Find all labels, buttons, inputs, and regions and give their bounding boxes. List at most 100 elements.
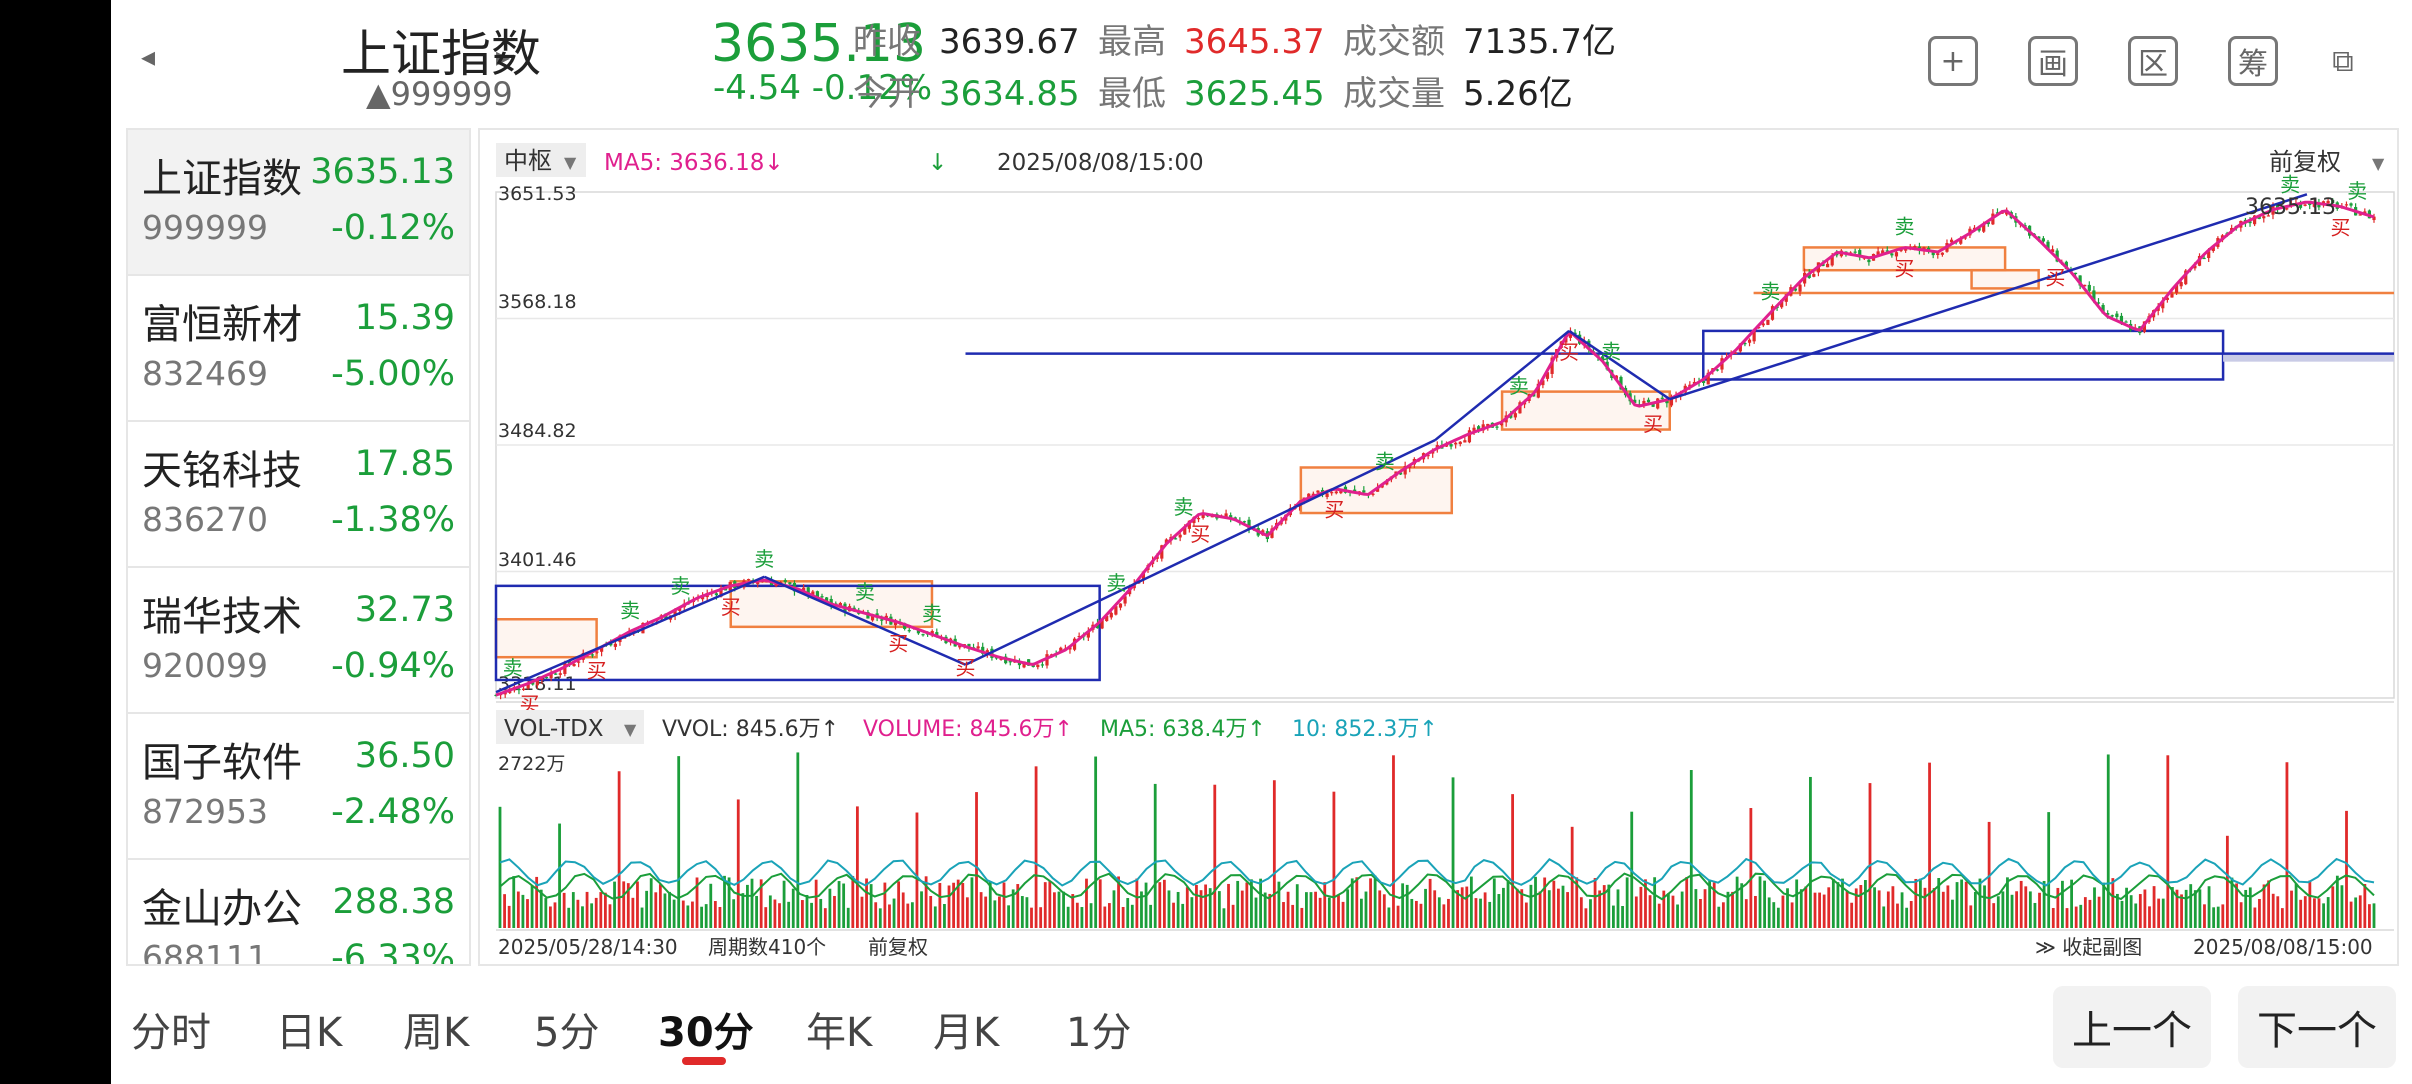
sell-mark: 卖 [922, 601, 942, 625]
volume-bar [1199, 890, 1203, 928]
candle-body [1757, 326, 1761, 329]
candle-body [2344, 204, 2349, 206]
volume-bar [1323, 882, 1327, 928]
watch-pct: -0.94% [331, 646, 455, 686]
volume-bar [2193, 890, 2197, 928]
candle-body [1770, 306, 1775, 320]
candle-body [1178, 534, 1182, 538]
candle-body [976, 646, 980, 649]
volume-bar [1465, 886, 1469, 928]
pivot-zones [494, 246, 2394, 682]
volume-bar [851, 876, 855, 928]
volume-bar [1057, 891, 1061, 928]
volume-bar [787, 901, 791, 928]
candle-body [2308, 203, 2312, 206]
trend-line [763, 575, 967, 666]
tab-30min[interactable]: 30分 [658, 1010, 754, 1056]
volume-bar [1442, 904, 1446, 928]
watch-pct: -6.33% [331, 938, 455, 966]
volume-bar [1483, 892, 1487, 928]
volume-bar [640, 907, 644, 928]
volume-bar [1726, 891, 1730, 928]
volume-bar [2317, 898, 2321, 928]
watchlist-item[interactable]: 天铭科技 17.85 836270 -1.38% [128, 422, 469, 568]
prev-stock-button[interactable]: 上一个 [2053, 986, 2211, 1068]
buy-mark: 买 [2330, 215, 2350, 239]
indicator-select[interactable] [496, 143, 586, 177]
candle-body [517, 688, 521, 691]
start-time-label: 2025/05/28/14:30 [498, 935, 678, 959]
volume-bar [2326, 897, 2330, 928]
tab-month-k[interactable]: 月K [933, 1010, 1000, 1056]
add-favorite-button[interactable]: + [1928, 36, 1978, 86]
candle-body [1780, 299, 1784, 308]
volume-bar [837, 881, 841, 928]
rotate-screen-icon[interactable]: ⧉ [2332, 43, 2354, 79]
volume-bar [663, 893, 667, 928]
watch-pct: -2.48% [331, 792, 455, 832]
watch-code: 999999 [142, 208, 268, 247]
volume-bar [1190, 897, 1194, 928]
chip-distribution-button[interactable]: 筹 [2228, 36, 2278, 86]
tab-week-k[interactable]: 周K [403, 1010, 470, 1056]
volume-bar [1075, 902, 1079, 928]
range-stat-button[interactable]: 区 [2128, 36, 2178, 86]
volume-bar [1414, 900, 1418, 928]
candle-body [1100, 619, 1104, 629]
adjust-select[interactable]: 前复权 [2269, 148, 2341, 176]
volume-bar [658, 884, 662, 928]
volume-bar [1708, 881, 1712, 928]
tab-5min[interactable]: 5分 [534, 1010, 600, 1056]
watchlist-item[interactable]: 金山办公 288.38 688111 -6.33% [128, 860, 469, 966]
volume-bar [1020, 896, 1024, 928]
volume-bar [1382, 894, 1386, 928]
tab-year-k[interactable]: 年K [806, 1010, 873, 1056]
kline-chart-panel[interactable]: 中枢 ▼ MA5: 3636.18↓ ↓ 2025/08/08/15:00 前复… [478, 128, 2399, 966]
volume-bar [1973, 891, 1977, 928]
volume-bar [2116, 893, 2119, 928]
candle-body [1109, 612, 1113, 618]
volume-indicator-select[interactable] [496, 710, 644, 744]
volume-bar [1575, 877, 1579, 928]
watchlist-item[interactable]: 上证指数 3635.13 999999 -0.12% [128, 130, 469, 276]
volume-bar [521, 894, 525, 928]
tab-day-k[interactable]: 日K [276, 1010, 343, 1056]
watch-name: 瑞华技术 [142, 594, 302, 640]
volume-bar [549, 906, 552, 928]
watchlist-item[interactable]: 瑞华技术 32.73 920099 -0.94% [128, 568, 469, 714]
candle-body [1210, 516, 1214, 518]
volume-bar [915, 812, 919, 928]
volume-bar [1071, 894, 1075, 928]
candle-body [1743, 342, 1747, 345]
volume-bar [1025, 897, 1029, 928]
volume-bar [1213, 784, 1217, 928]
sell-mark: 卖 [855, 580, 875, 604]
volume-bar [1634, 896, 1638, 928]
volume-bar [1066, 906, 1070, 928]
volume-bar [2170, 887, 2174, 928]
volume-bar [878, 908, 882, 928]
collapse-subchart-button[interactable]: ≫ 收起副图 [2035, 935, 2142, 959]
volume-bar [1864, 880, 1867, 928]
volume-bar [2157, 898, 2161, 928]
watchlist-item[interactable]: 富恒新材 15.39 832469 -5.00% [128, 276, 469, 422]
next-stock-button[interactable]: 下一个 [2238, 986, 2396, 1068]
prev-stock-arrow-icon[interactable]: ◂ [141, 40, 156, 73]
next-stock-arrow-icon[interactable]: ▸ [496, 40, 511, 73]
adjust-bottom-label: 前复权 [868, 935, 928, 959]
period-tabs: 分时 日K 周K 5分 30分 年K 月K 1分 [111, 980, 2011, 1084]
kline-chart-svg[interactable]: 中枢 ▼ MA5: 3636.18↓ ↓ 2025/08/08/15:00 前复… [480, 130, 2397, 964]
tab-fenshi[interactable]: 分时 [131, 1010, 211, 1056]
draw-tool-button[interactable]: 画 [2028, 36, 2078, 86]
watchlist-item[interactable]: 国子软件 36.50 872953 -2.48% [128, 714, 469, 860]
volume-bar [1121, 906, 1125, 928]
volume-bar [1570, 826, 1574, 928]
volume-bar [2335, 875, 2339, 928]
volume-bar [1130, 904, 1134, 928]
volume-bar [558, 823, 561, 928]
watch-name: 金山办公 [142, 886, 302, 932]
volume-bar [1236, 880, 1240, 928]
watch-name: 国子软件 [142, 740, 302, 786]
tab-1min[interactable]: 1分 [1066, 1010, 1132, 1056]
candle-body [595, 651, 599, 653]
